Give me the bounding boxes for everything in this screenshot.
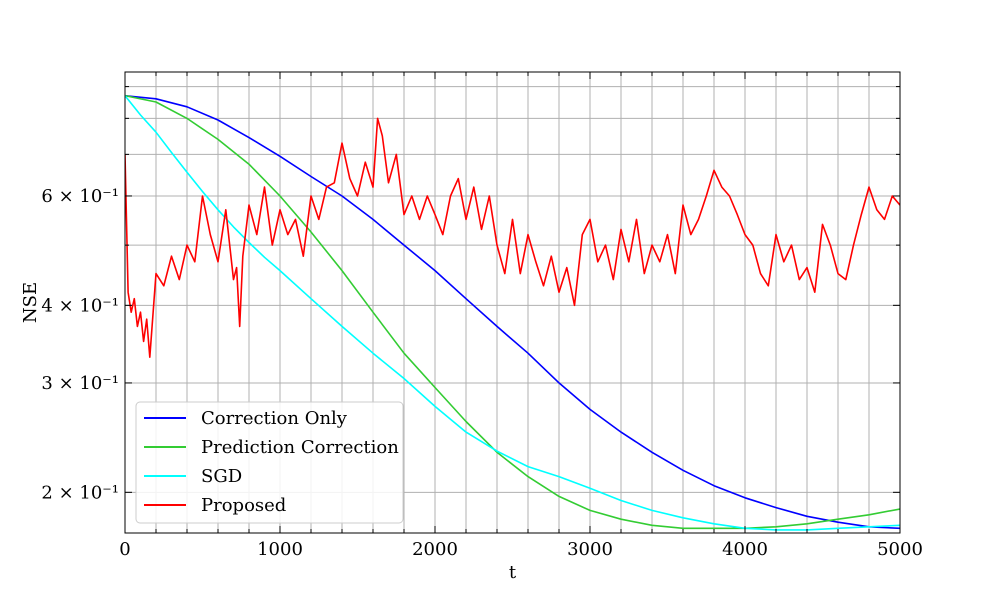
y-tick-label: 2 × 10⁻¹ bbox=[41, 482, 119, 503]
x-tick-label: 4000 bbox=[722, 539, 768, 560]
x-tick-label: 2000 bbox=[412, 539, 458, 560]
x-axis-title: t bbox=[509, 562, 517, 583]
x-tick-label: 0 bbox=[119, 539, 130, 560]
y-axis-title: NSE bbox=[20, 282, 41, 323]
series-line-proposed bbox=[125, 117, 900, 359]
legend: Correction Only Prediction Correction SGD P… bbox=[135, 401, 404, 524]
legend-label: Prediction Correction bbox=[201, 437, 399, 458]
legend-box bbox=[135, 401, 404, 524]
series-line-prediction-correction bbox=[125, 94, 900, 530]
y-tick-label: 3 × 10⁻¹ bbox=[41, 373, 119, 394]
x-tick-label: 1000 bbox=[257, 539, 303, 560]
series-line-correction-only bbox=[125, 94, 900, 530]
legend-label: SGD bbox=[201, 466, 242, 487]
axis-ticks: 0 1000 2000 3000 4000 5000 2 × 10⁻¹ 3 × 10⁻¹ 4 ×… bbox=[41, 72, 923, 560]
y-tick-label: 6 × 10⁻¹ bbox=[41, 186, 119, 207]
y-tick-label: 4 × 10⁻¹ bbox=[41, 295, 119, 316]
legend-label: Correction Only bbox=[201, 408, 348, 429]
x-tick-label: 3000 bbox=[567, 539, 613, 560]
plot-frame bbox=[124, 71, 901, 534]
legend-label: Proposed bbox=[201, 495, 286, 516]
x-tick-label: 5000 bbox=[877, 539, 923, 560]
grid bbox=[124, 72, 901, 533]
